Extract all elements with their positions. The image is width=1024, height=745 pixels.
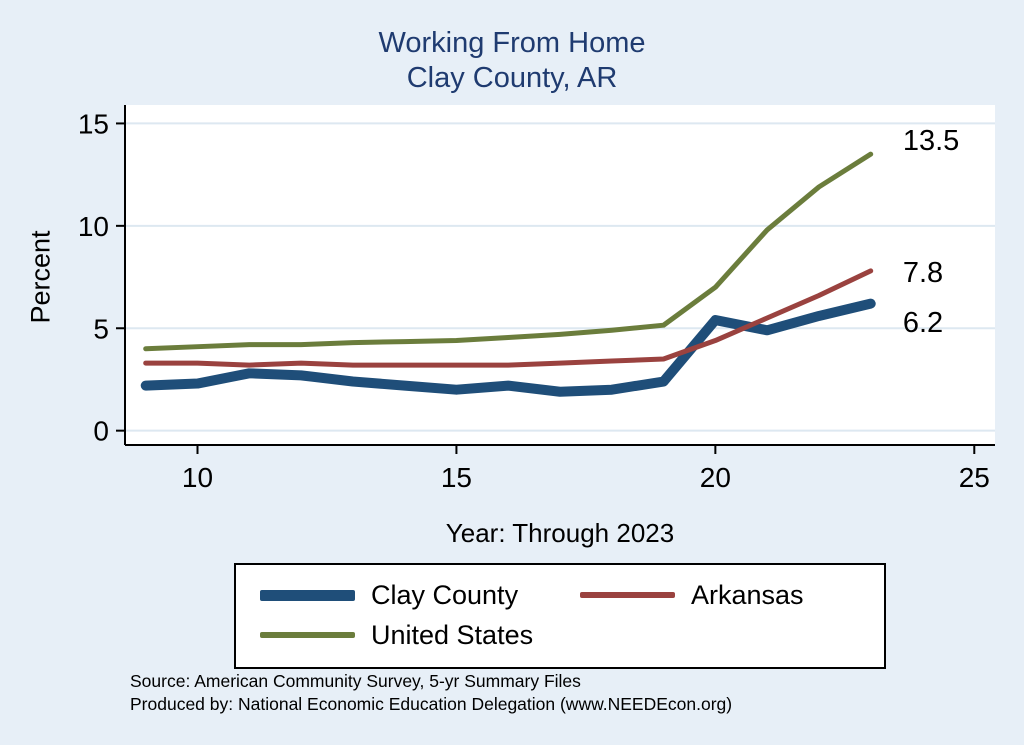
legend: Clay County Arkansas United States xyxy=(234,563,886,669)
y-tick-label: 5 xyxy=(93,313,109,344)
legend-item-clay-county: Clay County xyxy=(260,580,580,611)
x-tick-label: 25 xyxy=(959,462,990,493)
end-label: 13.5 xyxy=(903,125,959,157)
legend-wrap: Clay County Arkansas United States xyxy=(125,563,995,669)
x-tick-label: 15 xyxy=(441,462,472,493)
source-note: Source: American Community Survey, 5-yr … xyxy=(130,670,732,716)
x-tick-label: 20 xyxy=(700,462,731,493)
chart-title-line1: Working From Home xyxy=(378,27,646,59)
legend-label-arkansas: Arkansas xyxy=(691,579,804,610)
legend-swatch-arkansas xyxy=(580,592,675,598)
series-line-arkansas xyxy=(143,268,874,368)
chart-title-line2: Clay County, AR xyxy=(406,62,618,94)
end-label: 7.8 xyxy=(903,257,943,289)
legend-row-1: Clay County Arkansas xyxy=(260,575,860,615)
source-line: Source: American Community Survey, 5-yr … xyxy=(130,671,581,691)
series-line-united-states xyxy=(143,151,874,352)
legend-item-arkansas: Arkansas xyxy=(580,580,860,611)
x-axis-label: Year: Through 2023 xyxy=(445,518,675,548)
end-label: 6.2 xyxy=(903,307,943,339)
y-tick-label: 0 xyxy=(93,416,109,447)
legend-swatch-united-states xyxy=(260,632,355,638)
legend-row-2: United States xyxy=(260,615,860,655)
produced-by-line: Produced by: National Economic Education… xyxy=(130,694,733,714)
chart-title: Working From Home Clay County, AR xyxy=(0,26,1024,96)
plot-area: 0 5 10 15 10 15 20 25 13.5 7.8 6.2 xyxy=(78,105,995,493)
legend-item-united-states: United States xyxy=(260,620,580,651)
y-tick-label: 10 xyxy=(78,211,109,242)
y-tick-label: 15 xyxy=(78,108,109,139)
legend-swatch-clay-county xyxy=(260,589,355,601)
legend-label-united-states: United States xyxy=(371,619,534,650)
x-tick-label: 10 xyxy=(182,462,213,493)
legend-label-clay-county: Clay County xyxy=(371,579,519,610)
